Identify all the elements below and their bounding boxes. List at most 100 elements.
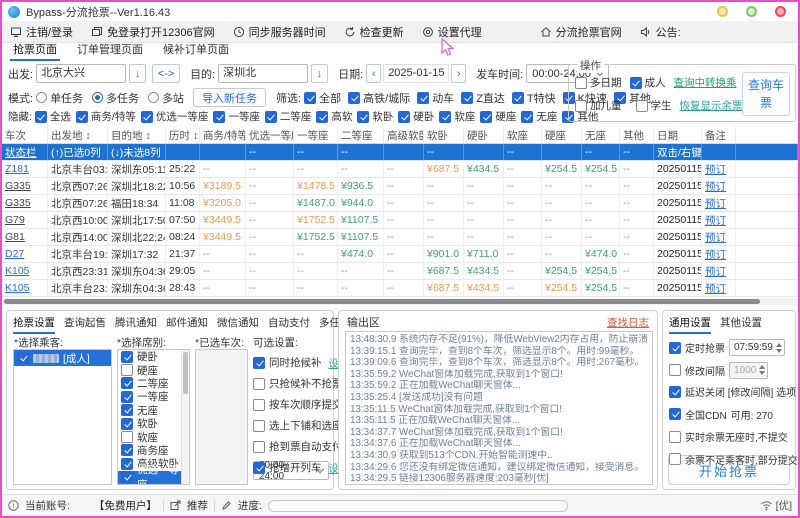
hide-软座[interactable]: 软座 [439,109,475,124]
checkbox[interactable] [461,91,474,104]
seat-item-二等座[interactable]: 二等座 [118,377,189,390]
seat-item-软卧[interactable]: 软卧 [118,417,189,430]
column-header[interactable]: 无座 [582,127,620,143]
spin-up-icon[interactable] [759,365,766,369]
checkbox[interactable] [635,99,648,112]
spin-down-icon[interactable] [775,348,782,353]
from-dropdown-button[interactable]: ↓ [129,64,147,83]
seat-item-一等座[interactable]: 一等座 [118,390,189,403]
checkbox[interactable] [121,457,133,470]
seat-item-硬卧[interactable]: 硬卧 [118,350,189,363]
checkbox[interactable] [348,91,361,104]
general-tab-其他设置[interactable]: 其他设置 [720,317,762,329]
option-选上下铺和选座[interactable]: 选上下铺和选座 [253,418,343,433]
ops-多日期[interactable]: 多日期 [575,75,622,90]
option-只抢候补不抢票[interactable]: 只抢候补不抢票 [253,376,343,391]
hide-商务/特等[interactable]: 商务/特等 [75,109,136,124]
train-number-link[interactable]: Z181 [2,161,48,177]
general-tab-通用设置[interactable]: 通用设置 [669,315,711,334]
push-link[interactable]: 推荐 [186,500,208,512]
setting-余票不足乘客时,部分提交[interactable]: 余票不足乘客时,部分提交 [669,452,798,467]
checkbox[interactable] [669,364,681,376]
checkbox[interactable] [213,110,226,123]
checkbox[interactable] [614,91,626,104]
transfer-query-link[interactable]: 查询中转换乘 [673,77,737,89]
checkbox[interactable] [316,110,329,123]
train-number-link[interactable]: G79 [2,212,48,228]
column-header[interactable]: 日期 [654,127,702,143]
table-row[interactable]: D27北京丰台19:55深圳17:3221:37------¥474.0--¥9… [2,246,798,263]
checkbox[interactable] [669,430,681,443]
column-header[interactable]: 车次 [2,127,48,143]
to-dropdown-button[interactable]: ↓ [311,64,329,83]
checkbox[interactable] [417,91,430,104]
menu-item-official-site[interactable]: 分流抢票官网 [540,24,622,40]
query-tickets-button[interactable]: 查询车票 [742,72,790,116]
filter-高铁/城际[interactable]: 高铁/城际 [348,90,410,106]
train-number-link[interactable]: G335 [2,178,48,194]
column-header[interactable]: 其他 [620,127,654,143]
checkbox[interactable] [253,419,265,432]
horizontal-scrollbar[interactable] [2,298,798,305]
book-link[interactable]: 预订 [702,212,736,228]
checkbox[interactable] [121,404,133,417]
train-number-link[interactable]: G81 [2,229,48,245]
hide-软卧[interactable]: 软卧 [357,109,393,124]
to-station-input[interactable]: 深圳北 [218,64,309,83]
setting-定时抢票[interactable]: 定时抢票 07:59:59 [669,339,785,356]
book-link[interactable]: 预订 [702,229,736,245]
minimize-button[interactable] [717,6,728,17]
next-date-button[interactable]: › [451,64,467,83]
checkbox[interactable] [121,444,133,457]
checkbox[interactable] [480,110,493,123]
checkbox[interactable] [253,440,265,453]
table-row[interactable]: G335 北京西07:26 深圳北18:22 10:56 ¥3189.5 -- ¥1478.… [2,178,798,195]
train-number-link[interactable]: G335 [2,195,48,211]
checkbox[interactable] [121,350,133,363]
ops-学生[interactable]: 学生 [635,98,672,113]
setting-全国CDN[interactable]: 全国CDN 可用: 270 [669,407,773,422]
checkbox[interactable] [121,390,133,403]
setting-实时余票无座时,不提交[interactable]: 实时余票无座时,不提交 [669,429,788,444]
checkbox[interactable] [17,352,29,364]
setting-延迟关闭 [修改间隔] 选项[interactable]: 延迟关闭 [修改间隔] 选项 [669,384,796,399]
spin-up-icon[interactable] [775,342,782,347]
column-header[interactable]: 硬卧 [464,127,504,143]
seat-item-优选一等座[interactable]: 优选一等座 [118,464,189,484]
checkbox[interactable] [669,408,681,420]
seat-list-scrollbar[interactable] [181,350,189,484]
ops-加儿童[interactable]: 加儿童 [575,98,622,113]
train-number-link[interactable]: D27 [2,246,48,262]
checkbox[interactable] [669,341,681,354]
tab-订单管理页面[interactable]: 订单管理页面 [77,44,143,56]
checkbox[interactable] [629,76,642,89]
column-header[interactable]: 商务/特等 [200,127,246,143]
seat-item-硬座[interactable]: 硬座 [118,363,189,377]
settings-tab-自动支付[interactable]: 自动支付 [268,317,310,329]
column-header[interactable]: 软座 [504,127,542,143]
find-log-link[interactable]: 查找日志 [607,316,649,329]
setting-field[interactable]: 1000 [729,361,769,379]
table-row[interactable]: K105北京丰台23:53深圳东04:3628:43----------¥687… [2,280,798,297]
start-grab-button[interactable]: 开始抢票 [668,455,790,485]
column-header[interactable]: 历时 ↕ [166,127,200,143]
setting-field[interactable]: 07:59:59 [729,339,785,356]
checkbox[interactable] [34,110,47,123]
menu-item-open-12306[interactable]: 免登录打开12306官网 [91,24,215,40]
checkbox[interactable] [253,377,265,390]
column-header[interactable]: 软卧 [424,127,464,143]
seat-item-软座[interactable]: 软座 [118,430,189,444]
spin-down-icon[interactable] [759,371,766,375]
filter-Z直达[interactable]: Z直达 [461,90,505,106]
book-link[interactable]: 预订 [702,178,736,194]
checkbox[interactable] [304,91,317,104]
settings-tab-腾讯通知[interactable]: 腾讯通知 [115,317,157,329]
menu-item-announcement[interactable]: 公告: [640,24,681,40]
checkbox[interactable] [511,91,524,104]
checkbox[interactable] [439,110,452,123]
date-input[interactable]: 2025-01-15 [383,64,450,83]
radio[interactable] [36,92,48,103]
selected-trains-listbox[interactable] [195,349,248,485]
option-同时抢候补[interactable]: 同时抢候补设置 [253,355,349,370]
column-header[interactable]: 备注 [702,127,736,143]
